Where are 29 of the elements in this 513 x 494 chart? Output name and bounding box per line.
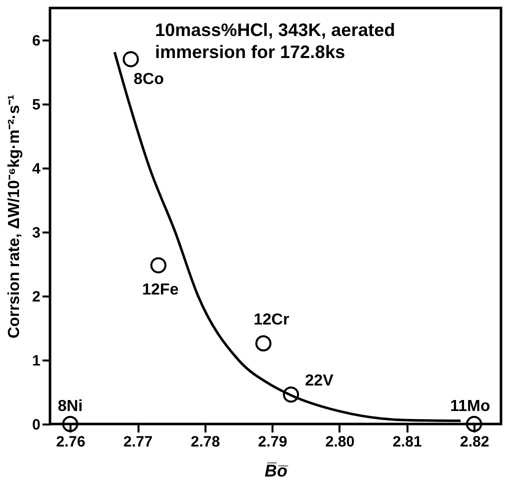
y-axis-title: Corrsion rate, ΔW/10⁻⁶kg·m⁻²·s⁻¹ bbox=[6, 94, 24, 338]
annotation: 8Ni bbox=[58, 398, 83, 415]
point bbox=[122, 51, 139, 68]
x-tick-label: 2.79 bbox=[258, 434, 288, 450]
x-axis-title: B̅o̅ bbox=[264, 462, 289, 480]
point bbox=[255, 335, 272, 352]
y-tick-label: 6 bbox=[32, 32, 40, 50]
annotation: 10mass%HCl, 343K, aerated immersion for 172.8ks bbox=[155, 20, 396, 62]
y-tick-label: 1 bbox=[32, 352, 40, 370]
x-tick-label: 2.77 bbox=[123, 434, 153, 450]
x-tick-label: 2.81 bbox=[392, 434, 422, 450]
annotation: 12Cr bbox=[254, 311, 290, 328]
point bbox=[150, 257, 166, 274]
y-tick-label: 2 bbox=[32, 288, 40, 306]
point bbox=[466, 416, 482, 432]
annotation: 11Mo bbox=[450, 398, 490, 415]
x-tick-label: 2.78 bbox=[190, 434, 220, 450]
y-tick-label: 4 bbox=[32, 160, 42, 178]
point bbox=[282, 386, 300, 403]
annotation: 12Fe bbox=[142, 281, 179, 298]
annotation: 22V bbox=[304, 372, 334, 390]
annotation: 8Co bbox=[134, 71, 164, 88]
y-tick-label: 3 bbox=[32, 224, 40, 242]
point bbox=[62, 416, 78, 432]
y-tick-label: 0 bbox=[32, 416, 40, 434]
x-tick-label: 2.82 bbox=[460, 434, 490, 450]
x-tick-label: 2.76 bbox=[56, 434, 86, 450]
x-tick-label: 2.80 bbox=[325, 434, 355, 450]
y-tick-label: 5 bbox=[32, 96, 40, 114]
